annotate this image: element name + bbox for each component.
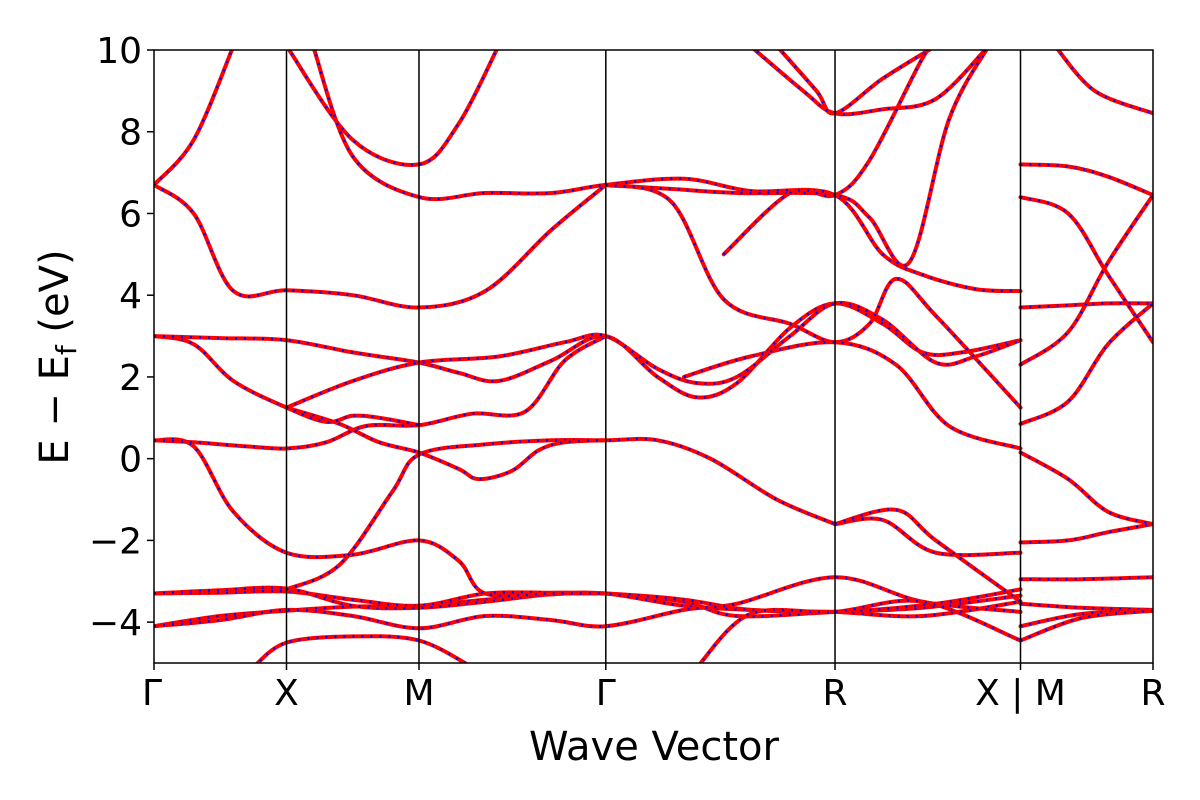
band-line-blue-24 [834, 508, 1022, 603]
y-tick-label: 0 [119, 440, 142, 481]
band-line-blue-9 [154, 302, 1021, 399]
band-line-blue-32 [1020, 575, 1153, 581]
y-tick-label: 6 [119, 194, 142, 235]
band-line-red-31 [1018, 522, 1153, 545]
band-line-red-15 [603, 50, 989, 268]
x-tick-label: X [274, 673, 299, 714]
band-line-red-21 [721, 50, 931, 257]
band-line-red-25 [1018, 162, 1153, 198]
band-line-red-6 [284, 436, 837, 592]
band-line-red-30 [1018, 450, 1153, 527]
y-tick-label: 10 [96, 31, 142, 72]
y-tick-label: 4 [119, 276, 142, 317]
x-tick-label: Γ [142, 673, 162, 714]
k-point-lines [285, 50, 1022, 663]
band-line-red-35 [1018, 608, 1153, 643]
band-line-red-36 [1055, 50, 1153, 116]
band-line-red-10 [284, 300, 1023, 410]
band-line-red-28 [1018, 193, 1153, 367]
band-line-red-18 [751, 50, 988, 117]
band-line-blue-28 [1019, 194, 1153, 366]
y-tick-label: −4 [89, 603, 142, 644]
y-tick-label: 2 [119, 358, 142, 399]
x-tick-label: M [403, 673, 434, 714]
band-line-blue-30 [1019, 451, 1153, 526]
y-axis-label: E − Ef (eV) [32, 249, 83, 464]
band-line-red-7 [284, 405, 608, 482]
y-label-main: E − E [32, 355, 78, 465]
band-line-red-5 [154, 334, 608, 451]
band-line-red-12 [154, 50, 234, 187]
band-line-red-27 [1018, 301, 1153, 310]
x-tick-label: R [1140, 673, 1165, 714]
bands-layer [154, 50, 1153, 663]
band-line-blue-22 [683, 340, 1021, 450]
band-line-blue-36 [1056, 50, 1153, 115]
band-line-blue-6 [285, 437, 836, 591]
band-line-blue-5 [154, 335, 607, 450]
band-line-blue-20 [256, 634, 468, 663]
x-tick-label: R [823, 673, 848, 714]
band-line-red-8 [154, 334, 421, 428]
band-line-red-11 [154, 182, 608, 310]
band-line-blue-15 [605, 50, 988, 267]
x-tick-label: X | M [975, 673, 1066, 714]
x-axis-ticks: Γ X M Γ R X | M R [142, 663, 1166, 714]
y-axis-ticks: −4 −2 0 2 4 6 8 10 [89, 31, 154, 644]
plot-frame [153, 49, 1154, 664]
band-line-red-23 [833, 516, 1023, 558]
x-tick-label: Γ [596, 673, 616, 714]
y-tick-label: 8 [119, 113, 142, 154]
band-line-blue-12 [154, 50, 234, 186]
band-line-blue-4 [154, 438, 606, 598]
band-line-red-4 [154, 437, 608, 598]
y-tick-label: −2 [89, 521, 142, 562]
band-line-blue-11 [154, 183, 607, 309]
band-line-red-29 [1018, 301, 1153, 426]
band-line-red-9 [154, 301, 1023, 400]
band-line-blue-14 [313, 50, 1021, 293]
y-label-unit: (eV) [32, 249, 78, 345]
band-line-blue-10 [286, 301, 1021, 409]
y-label-subscript: f [50, 344, 83, 355]
x-axis-label: Wave Vector [529, 724, 780, 770]
